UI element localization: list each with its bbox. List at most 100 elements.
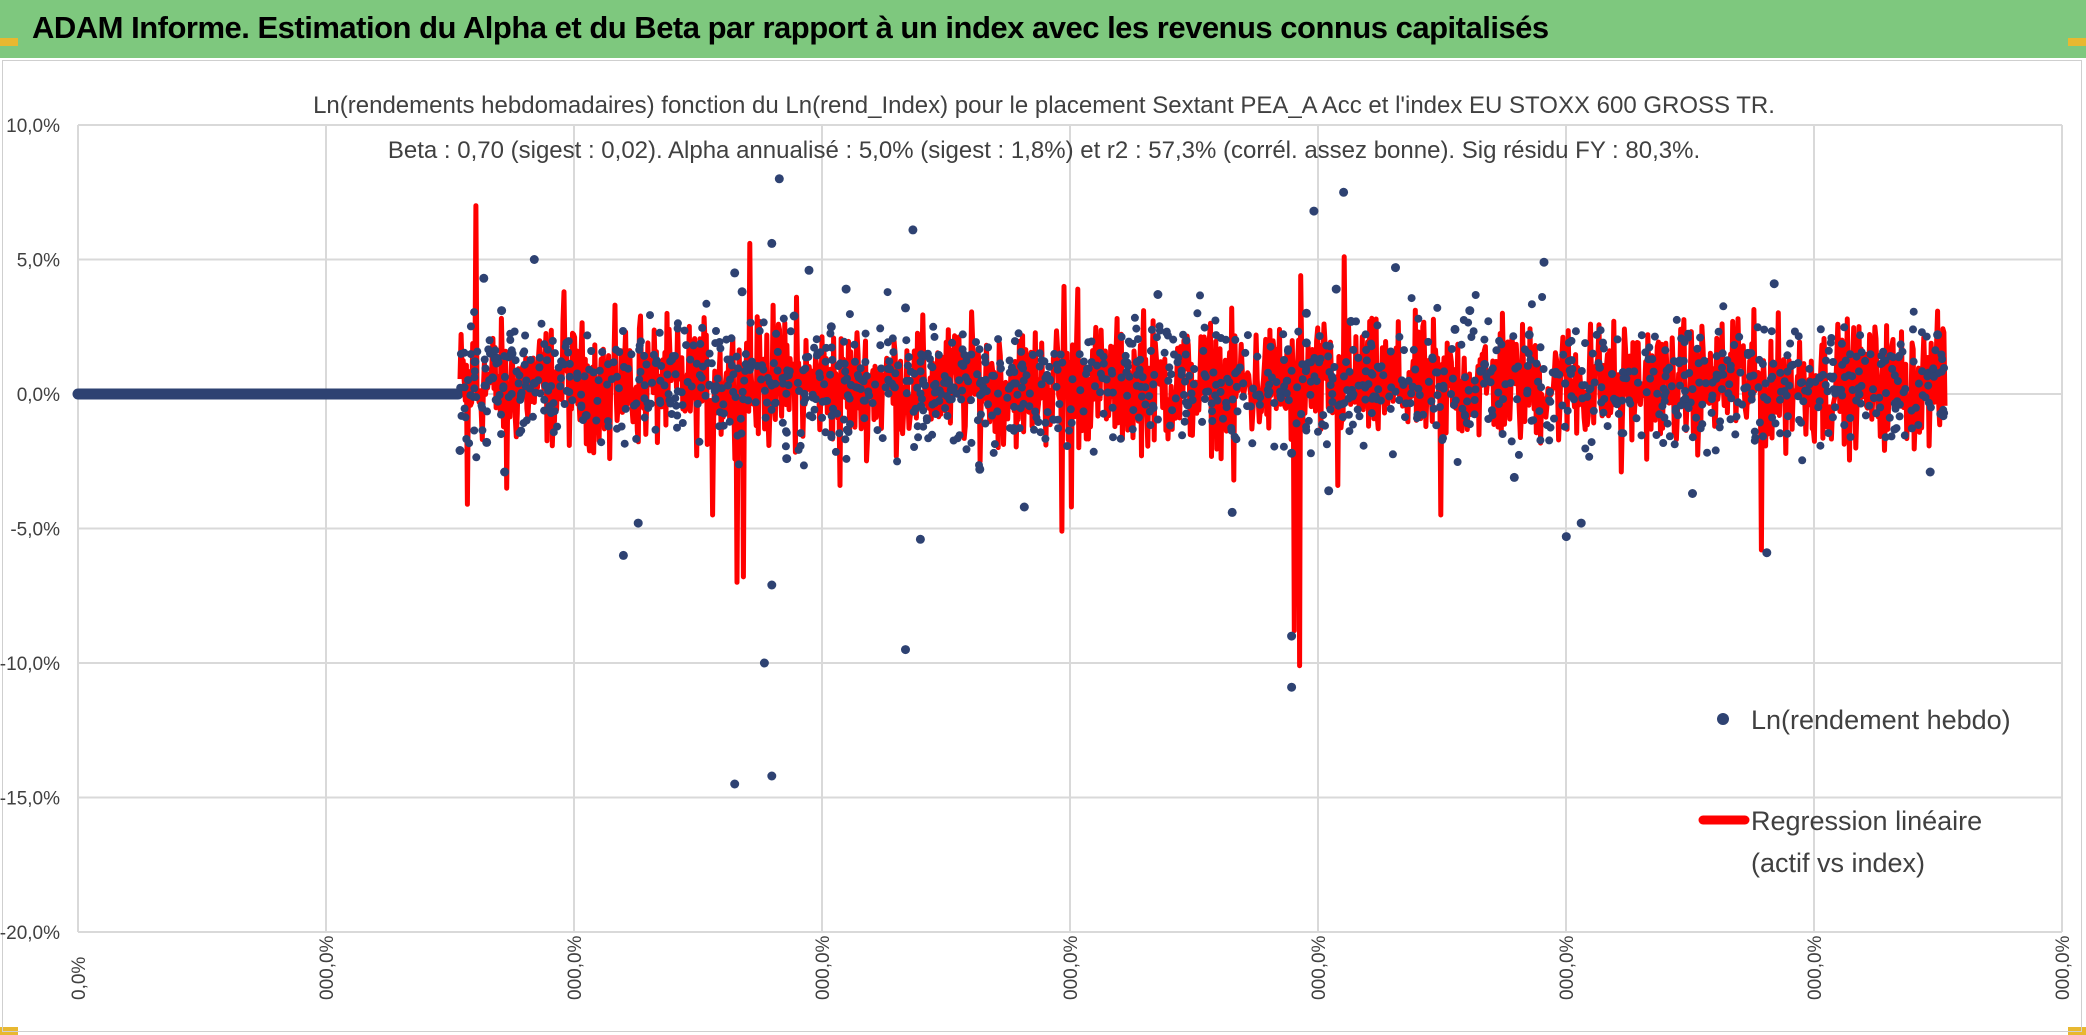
data-point (1096, 388, 1105, 397)
data-point (1494, 388, 1503, 397)
y-tick-label: -15,0% (0, 789, 60, 810)
regression-line (457, 203, 1948, 669)
data-point (1342, 358, 1351, 367)
data-point (889, 348, 898, 357)
data-point-extreme (482, 437, 492, 447)
data-point (1270, 399, 1279, 407)
data-point (1204, 387, 1213, 396)
data-point (1790, 327, 1799, 336)
data-point-extreme (1287, 448, 1297, 458)
y-tick-label: -5,0% (10, 520, 60, 541)
data-point (741, 366, 750, 375)
data-point (472, 453, 481, 462)
data-point (821, 357, 830, 366)
data-point (1009, 379, 1018, 388)
data-point (1270, 442, 1279, 451)
data-point (1896, 340, 1905, 349)
data-point (925, 355, 934, 363)
data-point (598, 348, 607, 356)
data-point (1091, 382, 1099, 391)
data-point (1696, 424, 1705, 433)
data-point (864, 387, 873, 396)
data-point (636, 337, 645, 346)
data-point (1889, 353, 1898, 362)
data-point (485, 336, 494, 345)
data-point (1780, 377, 1789, 386)
data-point (466, 350, 475, 359)
data-point (515, 428, 524, 437)
data-point (497, 410, 505, 419)
data-point (646, 311, 654, 320)
data-point-extreme (841, 284, 851, 294)
data-point (609, 358, 618, 367)
data-point (1279, 442, 1288, 451)
data-point (929, 322, 938, 331)
data-point (612, 345, 620, 354)
data-point (649, 350, 658, 359)
data-point (1736, 368, 1745, 377)
data-point (1004, 384, 1013, 393)
x-tick-label: 000,0% (1805, 935, 1826, 1000)
data-point (1180, 390, 1188, 399)
x-tick-label: 000,0% (2053, 935, 2074, 1000)
data-point (1180, 417, 1189, 426)
data-point (1306, 390, 1315, 399)
data-point (1693, 344, 1702, 353)
data-point (989, 448, 998, 457)
data-point (1714, 327, 1723, 336)
data-point (1487, 406, 1496, 415)
data-point (648, 378, 656, 387)
data-point (1767, 374, 1775, 383)
data-point (941, 404, 950, 413)
data-point (1592, 330, 1601, 339)
data-point (1471, 385, 1480, 394)
data-point (1209, 368, 1218, 377)
data-point (1794, 392, 1803, 401)
data-point (1619, 429, 1628, 438)
data-point (1846, 414, 1855, 422)
data-point (1545, 388, 1554, 396)
data-point (922, 416, 931, 425)
data-point (1703, 448, 1712, 457)
data-point (975, 345, 984, 354)
data-point (716, 408, 724, 417)
data-point (1725, 380, 1734, 389)
data-point (1829, 372, 1838, 381)
corner-marker-top-right (2068, 38, 2086, 46)
data-point (1401, 413, 1409, 422)
data-point (972, 338, 980, 347)
data-point (1840, 421, 1849, 430)
data-point (800, 398, 808, 407)
data-point (984, 400, 992, 409)
data-point (1701, 379, 1710, 388)
data-point (1010, 337, 1019, 346)
data-point (1923, 372, 1932, 381)
data-point (1435, 403, 1444, 411)
data-point (1898, 347, 1907, 356)
data-point (876, 341, 885, 350)
banner: ADAM Informe. Estimation du Alpha et du … (0, 0, 2086, 58)
data-point (1577, 367, 1586, 375)
data-point (843, 374, 851, 383)
data-point (1355, 412, 1364, 421)
data-point (1885, 413, 1894, 422)
data-point (664, 390, 673, 399)
data-point (1761, 379, 1770, 388)
data-point (801, 353, 810, 362)
data-point (1361, 330, 1370, 339)
data-point (1718, 349, 1727, 358)
data-point (702, 299, 711, 308)
data-point (799, 366, 808, 375)
data-point (763, 398, 771, 407)
data-point (583, 331, 592, 340)
x-tick-label: 000,0% (317, 935, 338, 1000)
data-point (1829, 358, 1837, 366)
data-point (1731, 430, 1740, 439)
data-point (1386, 404, 1395, 413)
data-point (519, 349, 528, 358)
data-point (1400, 346, 1408, 355)
data-point (1758, 360, 1767, 368)
data-point (846, 380, 855, 389)
data-point (1856, 399, 1865, 408)
data-point (993, 407, 1002, 416)
